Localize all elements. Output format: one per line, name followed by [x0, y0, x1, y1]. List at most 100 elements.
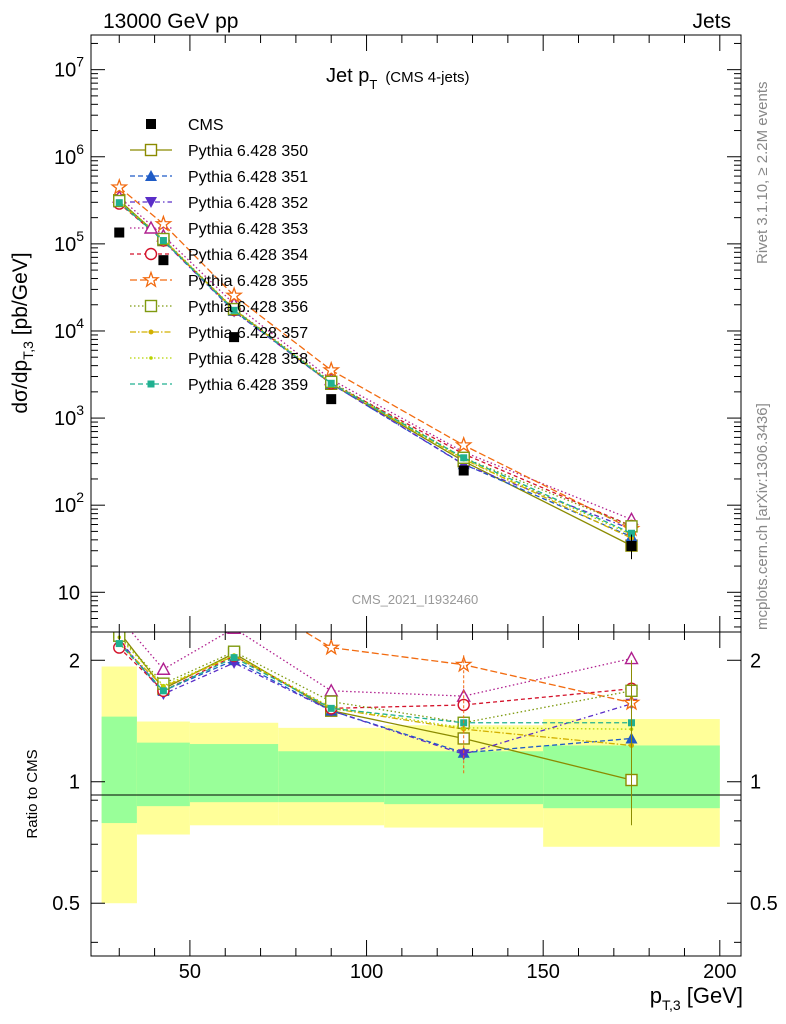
cms-data-layer: [114, 227, 637, 560]
legend-marker: [148, 329, 154, 335]
main-y-tick-exp: 6: [76, 141, 84, 157]
cms-data-point: [114, 227, 125, 238]
main-axis-ticks: [91, 35, 741, 632]
ratio-y-tick-labels: 0.5 0.5 1 1 2 2: [52, 650, 778, 915]
legend: CMS Pythia 6.428 350 Pythia 6.428 351 Pythi…: [130, 117, 308, 394]
series-line-ratio: [118, 636, 632, 730]
legend-label: Pythia 6.428 352: [188, 195, 308, 212]
cms-data-point: [158, 255, 169, 266]
chart-title: Jet pT (CMS 4-jets): [326, 65, 469, 92]
main-y-tick-base: 10: [54, 60, 76, 82]
series-point-main: [115, 199, 123, 207]
legend-label: Pythia 6.428 353: [188, 221, 308, 238]
ratio-y-tick-label: 0.5: [52, 893, 80, 915]
series-line-ratio: [118, 643, 632, 724]
series-line-ratio: [118, 643, 632, 747]
ratio-y-axis-title: Ratio to CMS: [24, 749, 41, 838]
series-point-main: [159, 237, 167, 245]
green-band: [189, 744, 279, 803]
series-point-main: [230, 306, 238, 314]
main-y-tick-label: 103: [54, 402, 84, 430]
main-y-tick-label: 107: [54, 54, 84, 82]
series-point-ratio: [161, 683, 166, 688]
ratio-y-tick-label-right: 1: [750, 772, 761, 794]
main-y-tick-base: 10: [54, 408, 76, 430]
analysis-id: CMS_2021_I1932460: [352, 592, 479, 607]
legend-marker: [144, 247, 158, 261]
legend-label: Pythia 6.428 355: [188, 273, 308, 290]
series-line-ratio: [304, 632, 632, 704]
ratio-plot-panel: 0.5 0.5 1 1 2 2 Ratio to CMS: [24, 565, 778, 957]
legend-marker: [149, 356, 153, 360]
series-line-ratio: [118, 635, 632, 724]
main-y-tick-exp: 3: [76, 402, 84, 418]
series-point-main: [322, 360, 341, 378]
green-band: [278, 751, 385, 803]
legend-marker: [147, 380, 155, 388]
legend-label: Pythia 6.428 354: [188, 247, 308, 264]
main-y-tick-exp: 7: [76, 54, 84, 70]
series-line-main: [118, 202, 632, 534]
rivet-label: Rivet 3.1.10, ≥ 2.2M events: [754, 82, 771, 265]
legend-marker: [143, 220, 159, 234]
ratio-y-tick-label: 2: [69, 650, 80, 672]
x-tick-label: 150: [526, 961, 559, 983]
cms-data-point: [326, 394, 337, 405]
series-line-ratio: [118, 647, 632, 710]
series-line-ratio: [118, 641, 632, 754]
legend-marker: [142, 270, 160, 288]
cms-data-point: [458, 465, 469, 476]
legend-label: Pythia 6.428 357: [188, 325, 308, 342]
mcplots-label: mcplots.cern.ch [arXiv:1306.3436]: [754, 403, 771, 630]
x-tick-label: 50: [179, 961, 201, 983]
ratio-y-tick-label: 1: [69, 772, 80, 794]
x-tick-label: 200: [703, 961, 736, 983]
main-y-tick-exp: 4: [76, 315, 84, 331]
legend-label: Pythia 6.428 351: [188, 169, 308, 186]
series-point-ratio: [322, 638, 341, 656]
header-left: 13000 GeV pp: [103, 10, 238, 33]
main-y-tick-base: 10: [54, 234, 76, 256]
series-point-ratio: [113, 612, 125, 623]
series-point-ratio: [156, 661, 171, 675]
series-line-ratio: [118, 639, 632, 755]
series-point-ratio: [112, 565, 126, 579]
legend-label: Pythia 6.428 356: [188, 299, 308, 316]
series-point-main: [454, 435, 473, 453]
series-line-main: [118, 186, 632, 530]
series-point-ratio: [115, 640, 123, 648]
main-y-tick-label: 10: [58, 582, 80, 604]
series-point-main: [627, 529, 635, 537]
series-point-main: [327, 379, 335, 387]
legend-label: CMS: [188, 117, 224, 134]
series-point-main: [154, 214, 173, 232]
series-point-main: [110, 177, 129, 195]
legend-marker: [144, 143, 158, 157]
series-point-ratio: [227, 582, 241, 596]
x-tick-label: 100: [350, 961, 383, 983]
ratio-y-tick-label-right: 0.5: [750, 893, 778, 915]
main-y-tick-label: 104: [54, 315, 84, 343]
green-band: [101, 716, 137, 824]
series-point-ratio: [457, 749, 470, 761]
ratio-axis-ticks: [91, 632, 741, 956]
legend-marker: [146, 119, 156, 129]
main-y-tick-base: 10: [54, 147, 76, 169]
main-y-tick-label: 102: [54, 489, 84, 517]
series-point-main: [460, 454, 468, 462]
main-y-tick-exp: 2: [76, 489, 84, 505]
main-y-tick-label: 105: [54, 228, 84, 256]
ratio-series-layer: [112, 565, 641, 826]
series-line-ratio: [130, 632, 632, 697]
legend-label: Pythia 6.428 350: [188, 143, 308, 160]
x-axis-title: pT,3 [GeV]: [650, 983, 743, 1013]
series-point-ratio: [327, 704, 335, 712]
series-point-ratio: [156, 607, 170, 621]
cms-data-point: [229, 332, 240, 343]
series-line-main: [118, 196, 632, 520]
header-right: Jets: [692, 10, 731, 33]
main-y-tick-base: 10: [54, 321, 76, 343]
legend-label: Pythia 6.428 359: [188, 377, 308, 394]
